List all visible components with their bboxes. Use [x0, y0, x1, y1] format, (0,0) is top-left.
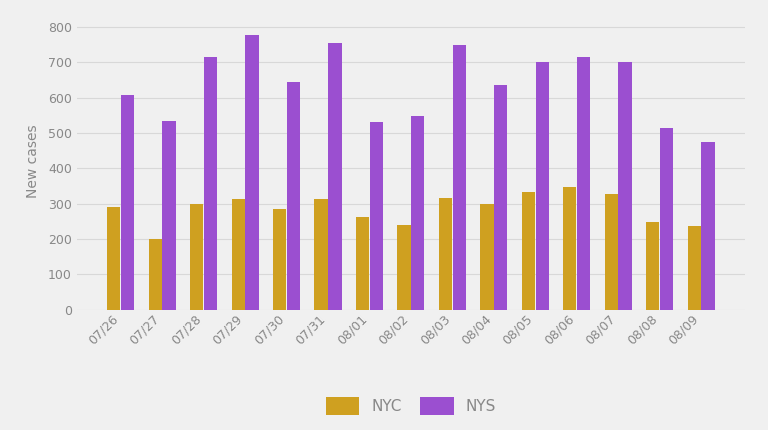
Bar — [535, 61, 549, 310]
Bar — [149, 239, 162, 310]
Bar — [452, 46, 466, 310]
Bar — [328, 43, 342, 310]
Bar — [108, 207, 121, 310]
Bar — [439, 198, 452, 310]
Bar — [660, 128, 673, 310]
Bar — [701, 142, 714, 310]
Bar — [273, 209, 286, 310]
Legend: NYC, NYS: NYC, NYS — [326, 397, 496, 415]
Bar — [480, 204, 494, 310]
Bar — [397, 225, 411, 310]
Bar — [121, 95, 134, 310]
Bar — [411, 117, 425, 310]
Bar — [618, 61, 632, 310]
Bar — [687, 226, 700, 310]
Bar — [190, 204, 204, 310]
Bar — [356, 217, 369, 310]
Bar — [521, 192, 535, 310]
Bar — [563, 187, 577, 310]
Bar — [577, 57, 591, 310]
Bar — [494, 85, 508, 310]
Y-axis label: New cases: New cases — [25, 124, 40, 198]
Bar — [604, 194, 618, 310]
Bar — [204, 57, 217, 310]
Bar — [286, 82, 300, 310]
Bar — [369, 123, 383, 310]
Bar — [245, 35, 259, 310]
Bar — [314, 200, 328, 310]
Bar — [162, 121, 176, 310]
Bar — [231, 200, 245, 310]
Bar — [646, 222, 660, 310]
